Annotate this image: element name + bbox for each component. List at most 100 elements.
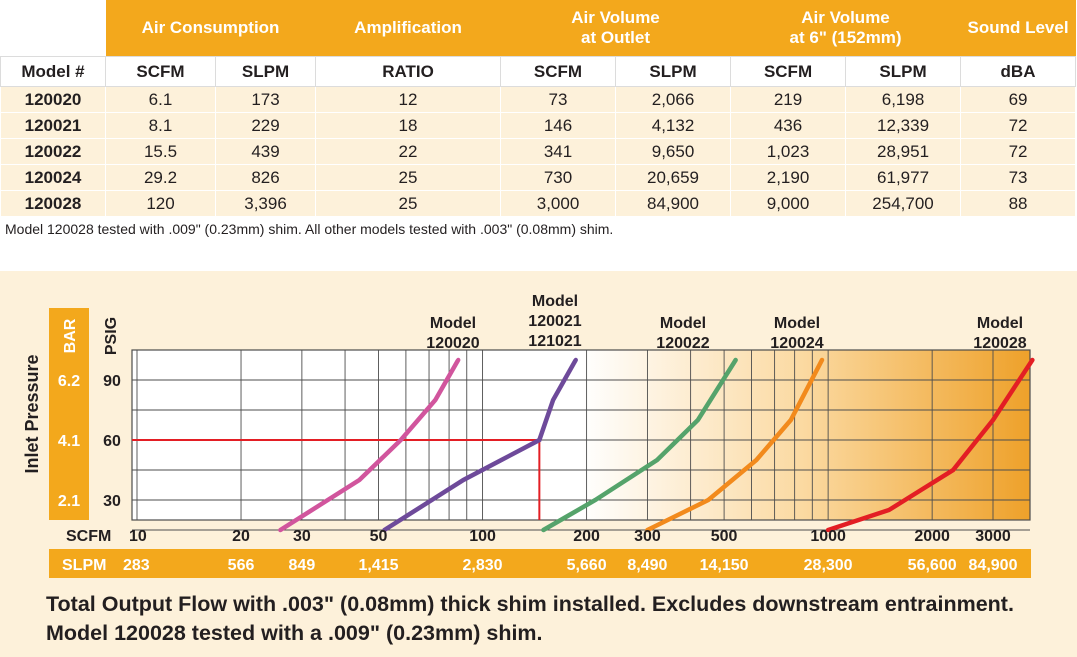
x-tick-scfm: 50	[370, 528, 388, 545]
unit-cell: SCFM	[730, 56, 847, 87]
table-cell: 8.1	[105, 112, 216, 139]
series-curve	[645, 357, 825, 533]
table-cell: 69	[960, 86, 1077, 113]
x-tick-scfm: 100	[469, 528, 496, 545]
header-air-volume-outlet: Air Volume at Outlet	[500, 0, 731, 57]
table-cell: 229	[214, 112, 317, 139]
series-curve	[825, 357, 1035, 533]
series-label: Model	[660, 315, 706, 332]
y-unit-psig: PSIG	[103, 317, 120, 355]
unit-cell: SCFM	[500, 56, 617, 87]
table-cell: 12	[315, 86, 502, 113]
x-tick-slpm: 84,900	[969, 557, 1018, 574]
table-cell: 72	[960, 138, 1077, 165]
header-sound-level: Sound Level	[960, 0, 1076, 57]
x-tick-slpm: 5,660	[567, 557, 607, 574]
table-row: 120022 15.5 439 22 341 9,650 1,023 28,95…	[0, 138, 1077, 165]
y-tick-bar: 4.1	[58, 433, 80, 450]
x-tick-slpm: 56,600	[908, 557, 957, 574]
series-curve	[278, 357, 461, 533]
series-label: 120022	[656, 335, 709, 352]
table-cell: 120028	[0, 190, 106, 217]
table-cell: 15.5	[105, 138, 216, 165]
table-cell: 2,066	[615, 86, 732, 113]
header-amplification: Amplification	[315, 0, 501, 57]
unit-cell: Model #	[0, 56, 106, 87]
table-cell: 12,339	[845, 112, 962, 139]
table-cell: 73	[500, 86, 617, 113]
y-tick-bar: 6.2	[58, 373, 80, 390]
table-row: 120021 8.1 229 18 146 4,132 436 12,339 7…	[0, 112, 1077, 139]
series-label: 121021	[528, 333, 581, 350]
table-cell: 730	[500, 164, 617, 191]
y-tick-psig: 60	[103, 433, 121, 450]
y-axis-title: Inlet Pressure	[22, 354, 42, 473]
unit-cell: dBA	[960, 56, 1077, 87]
y-tick-psig: 30	[103, 493, 121, 510]
series-label: 120021	[528, 313, 581, 330]
x-axis-title-slpm: SLPM	[62, 557, 106, 574]
series-label: 120020	[426, 335, 479, 352]
x-tick-slpm: 2,830	[463, 557, 503, 574]
table-cell: 4,132	[615, 112, 732, 139]
table-cell: 2,190	[730, 164, 847, 191]
x-tick-slpm: 283	[123, 557, 150, 574]
x-tick-slpm: 849	[289, 557, 316, 574]
performance-table: Air Consumption Amplification Air Volume…	[0, 0, 1077, 217]
table-cell: 219	[730, 86, 847, 113]
x-tick-scfm: 10	[129, 528, 147, 545]
x-tick-scfm: 1000	[810, 528, 846, 545]
series-label: Model	[430, 315, 476, 332]
table-cell: 25	[315, 190, 502, 217]
x-tick-slpm: 8,490	[627, 557, 667, 574]
series-curve	[541, 357, 738, 533]
table-cell: 20,659	[615, 164, 732, 191]
header-air-volume-6in: Air Volume at 6" (152mm)	[730, 0, 961, 57]
x-tick-slpm: 14,150	[700, 557, 749, 574]
table-cell: 9,000	[730, 190, 847, 217]
table-cell: 22	[315, 138, 502, 165]
chart-caption: Total Output Flow with .003" (0.08mm) th…	[46, 592, 1014, 645]
x-tick-slpm: 1,415	[359, 557, 399, 574]
unit-cell: RATIO	[315, 56, 502, 87]
table-cell: 9,650	[615, 138, 732, 165]
table-row: 120028 120 3,396 25 3,000 84,900 9,000 2…	[0, 190, 1077, 217]
table-cell: 3,000	[500, 190, 617, 217]
x-tick-scfm: 2000	[914, 528, 950, 545]
table-cell: 28,951	[845, 138, 962, 165]
table-cell: 3,396	[214, 190, 317, 217]
bar-axis-band	[49, 308, 89, 520]
table-cell: 18	[315, 112, 502, 139]
y-tick-bar: 2.1	[58, 493, 80, 510]
x-tick-scfm: 300	[634, 528, 661, 545]
table-cell: 439	[214, 138, 317, 165]
x-tick-scfm: 3000	[975, 528, 1011, 545]
series-label: 120024	[770, 335, 823, 352]
table-cell: 120022	[0, 138, 106, 165]
table-cell: 84,900	[615, 190, 732, 217]
table-cell: 436	[730, 112, 847, 139]
header-blank	[0, 0, 106, 57]
plot-area	[132, 350, 1030, 520]
series-label: Model	[774, 315, 820, 332]
table-cell: 25	[315, 164, 502, 191]
table-cell: 1,023	[730, 138, 847, 165]
table-cell: 120020	[0, 86, 106, 113]
units-row: Model # SCFM SLPM RATIO SCFM SLPM SCFM S…	[0, 56, 1077, 87]
table-cell: 73	[960, 164, 1077, 191]
y-tick-psig: 90	[103, 373, 121, 390]
x-axis-title-scfm: SCFM	[66, 528, 111, 545]
x-tick-scfm: 30	[293, 528, 311, 545]
table-row: 120020 6.1 173 12 73 2,066 219 6,198 69	[0, 86, 1077, 113]
table-cell: 61,977	[845, 164, 962, 191]
table-cell: 72	[960, 112, 1077, 139]
y-unit-bar: BAR	[62, 318, 79, 353]
unit-cell: SLPM	[845, 56, 962, 87]
table-cell: 341	[500, 138, 617, 165]
unit-cell: SLPM	[214, 56, 317, 87]
header-air-consumption: Air Consumption	[105, 0, 316, 57]
table-cell: 120	[105, 190, 216, 217]
x-tick-scfm: 500	[711, 528, 738, 545]
series-curve	[382, 357, 578, 533]
